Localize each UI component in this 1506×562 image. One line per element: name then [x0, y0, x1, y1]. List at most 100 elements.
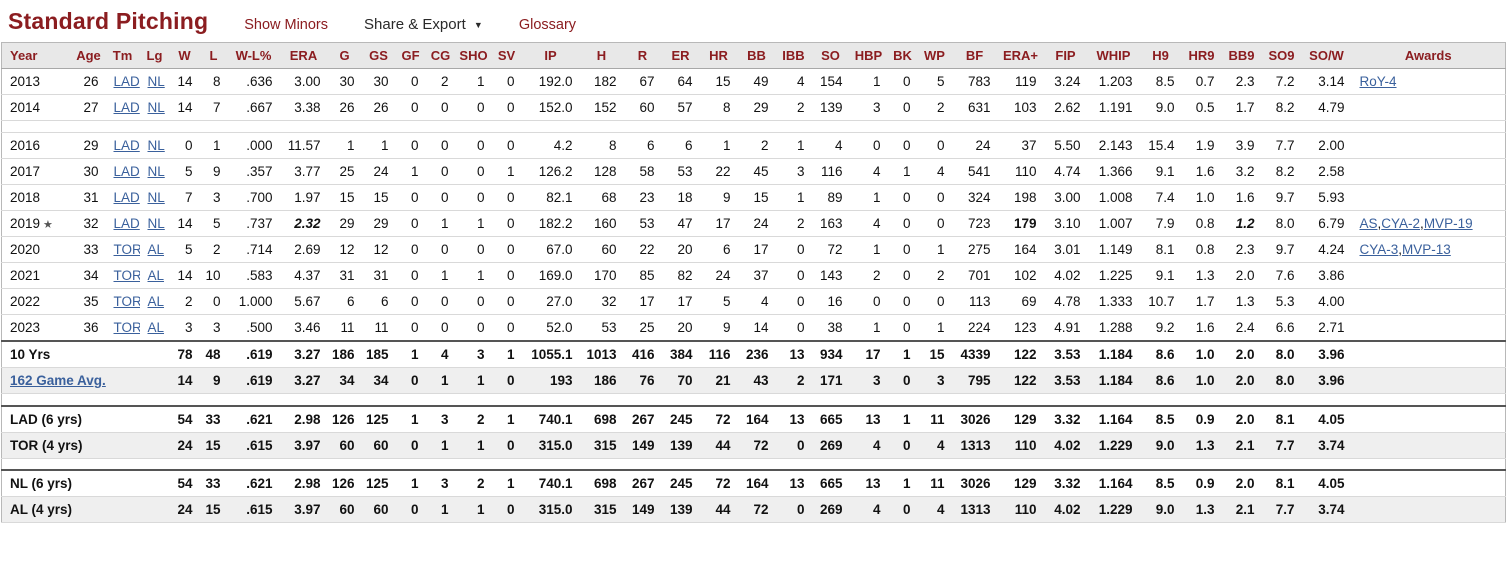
team-link[interactable]: TOR [113, 242, 140, 257]
award-link[interactable]: AS [1359, 216, 1378, 231]
column-header-l[interactable]: L [199, 42, 228, 69]
cell-hbp: 2 [849, 262, 888, 289]
team-link[interactable]: LAD [113, 164, 140, 179]
column-header-gf[interactable]: GF [395, 42, 426, 69]
league-link[interactable]: NL [147, 216, 165, 231]
column-header-tm[interactable]: Tm [105, 42, 140, 69]
cell-wp: 4 [917, 496, 952, 523]
cell-cg: 1 [425, 432, 456, 459]
glossary-link[interactable]: Glossary [518, 17, 577, 33]
cell-gs: 60 [361, 432, 396, 459]
team-link[interactable]: TOR [113, 320, 140, 335]
league-link[interactable]: NL [147, 100, 165, 115]
column-header-year[interactable]: Year [1, 42, 72, 69]
column-header-fip[interactable]: FIP [1043, 42, 1088, 69]
column-header-gs[interactable]: GS [361, 42, 396, 69]
column-header-ip[interactable]: IP [521, 42, 580, 69]
team-link[interactable]: LAD [113, 100, 140, 115]
team-link[interactable]: LAD [113, 74, 140, 89]
award-link[interactable]: CYA-3 [1359, 242, 1399, 257]
column-header-sv[interactable]: SV [491, 42, 522, 69]
share-export-menu[interactable]: Share & Export ▼ [364, 16, 483, 33]
cell-hr: 22 [699, 158, 738, 185]
cell-sv: 0 [491, 68, 522, 95]
league-link[interactable]: NL [147, 164, 165, 179]
column-header-whip[interactable]: WHIP [1087, 42, 1140, 69]
season-row-2018: 2018 31 LAD NL 7 3.700 1.97 15 15 0 0 0 0 82.1 68 23 18 9… [1, 184, 1506, 211]
cell-era: 3.27 [279, 340, 328, 368]
cell-h: 68 [579, 184, 624, 211]
award-link[interactable]: MVP-19 [1423, 216, 1473, 231]
cell-ibb: 2 [775, 94, 812, 121]
column-header-cg[interactable]: CG [425, 42, 456, 69]
total-row-tor-4-yrs: TOR (4 yrs) 24 15.615 3.97 60 60 0 1 1 0 315.0 315 1… [1, 432, 1506, 459]
cell-ibb: 1 [775, 184, 812, 211]
column-header-wl_pct[interactable]: W-L% [227, 42, 280, 69]
cell-league: NL [139, 210, 170, 237]
spacer-row [1, 120, 1506, 133]
table-toolbar: Standard Pitching Show Minors Share & Ex… [0, 0, 1506, 42]
team-link[interactable]: TOR [113, 294, 140, 309]
total-row-al-4-yrs: AL (4 yrs) 24 15.615 3.97 60 60 0 1 1 0 315.0 315 14… [1, 496, 1506, 523]
cell-wl_pct: .583 [227, 262, 280, 289]
column-header-bk[interactable]: BK [887, 42, 918, 69]
cell-sho: 3 [455, 340, 492, 368]
league-link[interactable]: NL [147, 190, 165, 205]
cell-sv: 0 [491, 367, 522, 394]
cell-h: 8 [579, 132, 624, 159]
team-link[interactable]: LAD [113, 138, 140, 153]
column-header-sho[interactable]: SHO [455, 42, 492, 69]
column-header-bb9[interactable]: BB9 [1221, 42, 1262, 69]
column-header-era_plus[interactable]: ERA+ [997, 42, 1044, 69]
column-header-bb[interactable]: BB [737, 42, 776, 69]
team-link[interactable]: LAD [113, 190, 140, 205]
cell-awards: AS,CYA-2,MVP-19 [1351, 210, 1506, 237]
column-header-bf[interactable]: BF [951, 42, 998, 69]
column-header-era[interactable]: ERA [279, 42, 328, 69]
cell-bb9: 2.0 [1221, 367, 1262, 394]
cell-year: 2023 [1, 314, 72, 342]
league-link[interactable]: AL [147, 242, 165, 257]
league-link[interactable]: NL [147, 74, 165, 89]
cell-bf: 701 [951, 262, 998, 289]
league-link[interactable]: NL [147, 138, 165, 153]
cell-gf: 0 [395, 184, 426, 211]
cell-g: 126 [327, 404, 362, 433]
total-label-link[interactable]: 162 Game Avg. [10, 373, 106, 388]
column-header-ibb[interactable]: IBB [775, 42, 812, 69]
league-link[interactable]: AL [147, 268, 165, 283]
column-header-so_w[interactable]: SO/W [1301, 42, 1352, 69]
column-header-so[interactable]: SO [811, 42, 850, 69]
column-header-hr9[interactable]: HR9 [1181, 42, 1222, 69]
award-link[interactable]: RoY-4 [1359, 74, 1397, 89]
column-header-so9[interactable]: SO9 [1261, 42, 1302, 69]
column-header-lg[interactable]: Lg [139, 42, 170, 69]
cell-ibb: 0 [775, 314, 812, 342]
column-header-h[interactable]: H [579, 42, 624, 69]
column-header-awards[interactable]: Awards [1351, 42, 1506, 69]
award-link[interactable]: MVP-13 [1402, 242, 1451, 257]
team-link[interactable]: LAD [113, 216, 140, 231]
column-header-g[interactable]: G [327, 42, 362, 69]
column-header-r[interactable]: R [623, 42, 662, 69]
column-header-w[interactable]: W [169, 42, 200, 69]
cell-team: LAD [105, 94, 140, 121]
show-minors-link[interactable]: Show Minors [244, 17, 329, 33]
column-header-wp[interactable]: WP [917, 42, 952, 69]
column-header-er[interactable]: ER [661, 42, 700, 69]
column-header-h9[interactable]: H9 [1139, 42, 1182, 69]
cell-h9: 8.5 [1139, 469, 1182, 497]
league-link[interactable]: AL [147, 294, 165, 309]
award-link[interactable]: CYA-2 [1381, 216, 1421, 231]
column-header-age[interactable]: Age [71, 42, 106, 69]
cell-bb: 164 [737, 469, 776, 497]
team-link[interactable]: TOR [113, 268, 140, 283]
cell-bf: 1313 [951, 432, 998, 459]
column-header-hbp[interactable]: HBP [849, 42, 888, 69]
cell-so: 154 [811, 68, 850, 95]
league-link[interactable]: AL [147, 320, 165, 335]
cell-bb: 24 [737, 210, 776, 237]
cell-er: 245 [661, 404, 700, 433]
column-header-hr[interactable]: HR [699, 42, 738, 69]
cell-hr: 116 [699, 340, 738, 368]
